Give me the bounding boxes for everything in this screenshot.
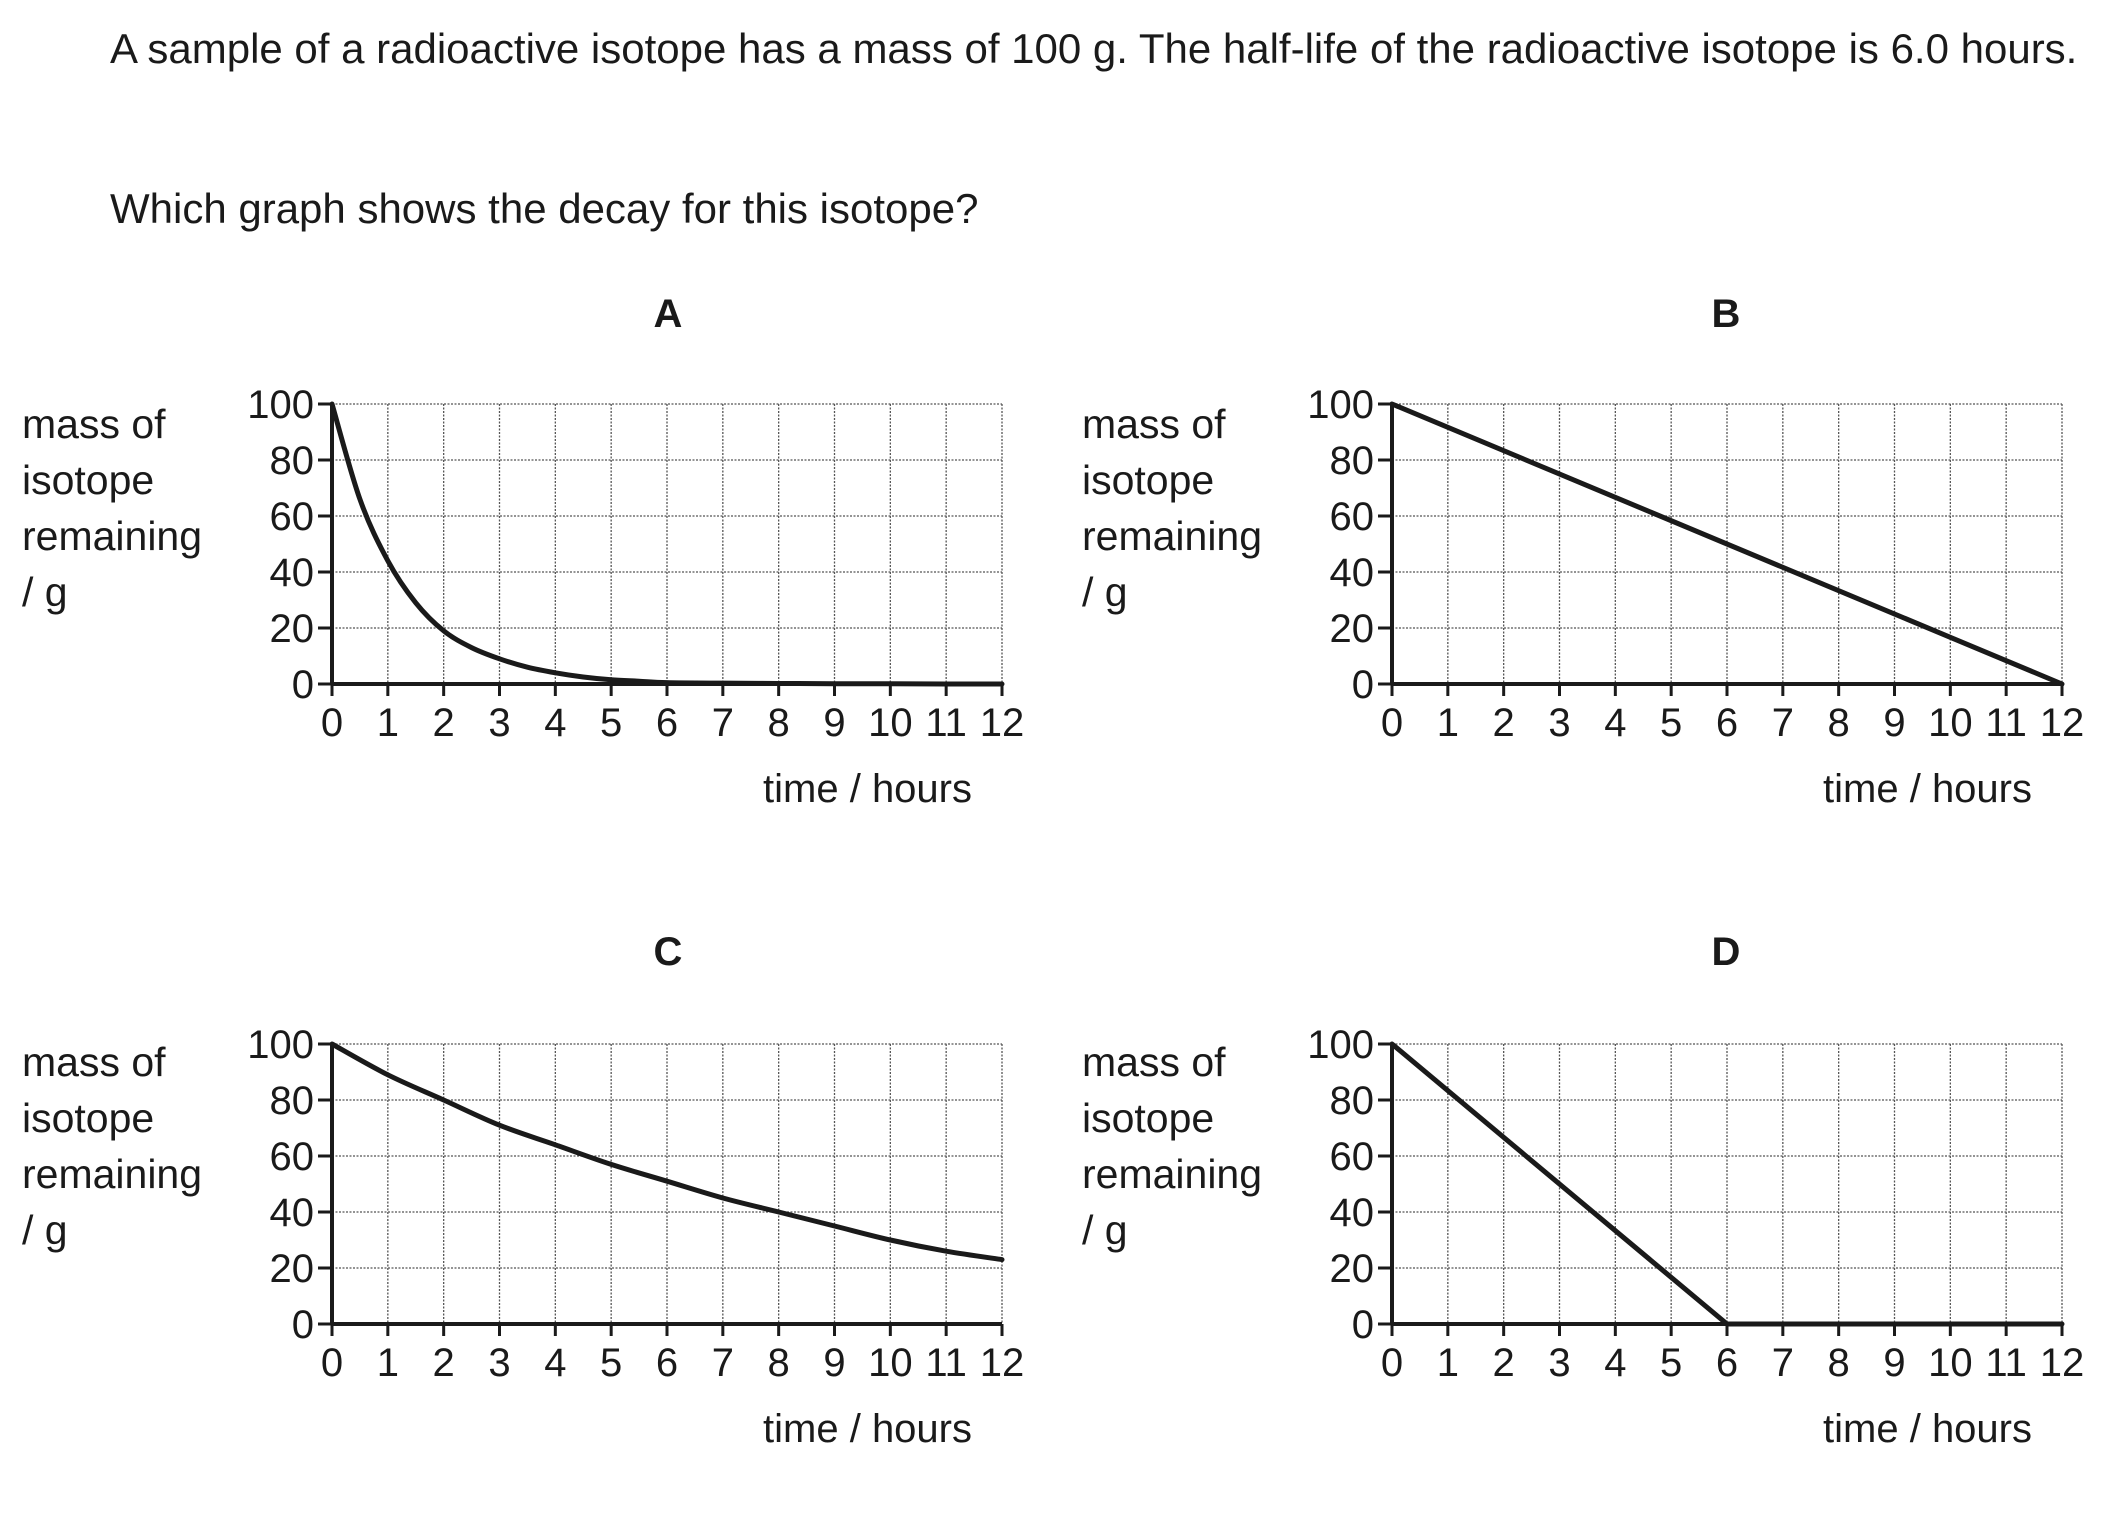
x-axis-label: time / hours bbox=[763, 1407, 972, 1451]
y-tick-label: 60 bbox=[270, 495, 315, 539]
y-tick-label: 80 bbox=[270, 439, 315, 483]
y-tick-label: 60 bbox=[270, 1135, 315, 1179]
y-tick-label: 80 bbox=[1330, 1079, 1375, 1123]
x-tick-label: 1 bbox=[377, 1341, 399, 1385]
option-letter-a: A bbox=[653, 292, 683, 336]
x-tick-label: 4 bbox=[544, 1341, 566, 1385]
x-axis-label: time / hours bbox=[1823, 767, 2032, 811]
x-tick-label: 5 bbox=[600, 701, 622, 745]
x-tick-label: 7 bbox=[1772, 1341, 1794, 1385]
x-tick-label: 11 bbox=[1985, 701, 2027, 745]
x-tick-label: 5 bbox=[600, 1341, 622, 1385]
question-prompt: Which graph shows the decay for this iso… bbox=[110, 185, 979, 232]
x-tick-label: 12 bbox=[2040, 701, 2085, 745]
x-tick-label: 3 bbox=[1548, 701, 1570, 745]
x-tick-label: 7 bbox=[712, 1341, 734, 1385]
x-tick-label: 8 bbox=[1828, 701, 1850, 745]
x-tick-label: 1 bbox=[1437, 701, 1459, 745]
y-tick-label: 0 bbox=[292, 1303, 314, 1347]
y-tick-label: 80 bbox=[1330, 439, 1375, 483]
x-tick-label: 8 bbox=[768, 1341, 790, 1385]
data-line bbox=[329, 1041, 1005, 1263]
x-tick-label: 3 bbox=[488, 701, 510, 745]
y-tick-label: 100 bbox=[247, 1023, 314, 1067]
question-text: A sample of a radioactive isotope has a … bbox=[110, 25, 2078, 72]
y-tick-label: 60 bbox=[1330, 495, 1375, 539]
x-tick-label: 0 bbox=[321, 701, 343, 745]
y-tick-label: 0 bbox=[1352, 663, 1374, 707]
x-tick-label: 6 bbox=[656, 1341, 678, 1385]
x-tick-label: 12 bbox=[980, 701, 1025, 745]
y-tick-label: 100 bbox=[1307, 1023, 1374, 1067]
x-tick-label: 1 bbox=[377, 701, 399, 745]
y-tick-label: 20 bbox=[270, 1247, 315, 1291]
data-line bbox=[329, 401, 1005, 687]
x-tick-label: 2 bbox=[433, 701, 455, 745]
x-tick-label: 6 bbox=[656, 701, 678, 745]
y-tick-label: 100 bbox=[247, 383, 314, 427]
x-tick-label: 5 bbox=[1660, 701, 1682, 745]
y-tick-label: 60 bbox=[1330, 1135, 1375, 1179]
option-letter-c: C bbox=[653, 930, 683, 974]
option-letter-d: D bbox=[1711, 930, 1741, 974]
x-tick-label: 1 bbox=[1437, 1341, 1459, 1385]
x-tick-label: 7 bbox=[1772, 701, 1794, 745]
y-axis-label-b: mass of isotope remaining / g bbox=[1082, 401, 1263, 615]
y-tick-label: 20 bbox=[270, 607, 315, 651]
x-tick-label: 9 bbox=[1883, 1341, 1905, 1385]
option-letter-b: B bbox=[1711, 292, 1741, 336]
y-axis-label-c: mass of isotope remaining / g bbox=[22, 1039, 203, 1253]
y-axis-label-d: mass of isotope remaining / g bbox=[1082, 1039, 1263, 1253]
y-tick-label: 40 bbox=[270, 551, 315, 595]
x-tick-label: 9 bbox=[1883, 701, 1905, 745]
x-tick-label: 11 bbox=[925, 1341, 967, 1385]
y-tick-label: 40 bbox=[1330, 1191, 1375, 1235]
y-tick-label: 0 bbox=[1352, 1303, 1374, 1347]
x-tick-label: 12 bbox=[980, 1341, 1025, 1385]
x-tick-label: 10 bbox=[868, 701, 913, 745]
x-tick-label: 0 bbox=[1381, 1341, 1403, 1385]
y-tick-label: 100 bbox=[1307, 383, 1374, 427]
x-tick-label: 2 bbox=[1493, 701, 1515, 745]
data-line bbox=[1389, 1041, 2065, 1327]
x-tick-label: 2 bbox=[1493, 1341, 1515, 1385]
x-tick-label: 8 bbox=[1828, 1341, 1850, 1385]
y-tick-label: 40 bbox=[1330, 551, 1375, 595]
x-tick-label: 10 bbox=[1928, 1341, 1973, 1385]
x-tick-label: 4 bbox=[1604, 701, 1626, 745]
x-tick-label: 11 bbox=[1985, 1341, 2027, 1385]
x-tick-label: 9 bbox=[823, 701, 845, 745]
y-tick-label: 20 bbox=[1330, 1247, 1375, 1291]
y-axis-label-a: mass of isotope remaining / g bbox=[22, 401, 203, 615]
x-tick-label: 10 bbox=[868, 1341, 913, 1385]
x-tick-label: 2 bbox=[433, 1341, 455, 1385]
x-tick-label: 11 bbox=[925, 701, 967, 745]
x-tick-label: 0 bbox=[321, 1341, 343, 1385]
x-tick-label: 3 bbox=[1548, 1341, 1570, 1385]
y-tick-label: 0 bbox=[292, 663, 314, 707]
y-tick-label: 40 bbox=[270, 1191, 315, 1235]
x-tick-label: 3 bbox=[488, 1341, 510, 1385]
x-tick-label: 5 bbox=[1660, 1341, 1682, 1385]
x-tick-label: 10 bbox=[1928, 701, 1973, 745]
x-tick-label: 6 bbox=[1716, 701, 1738, 745]
x-tick-label: 0 bbox=[1381, 701, 1403, 745]
x-axis-label: time / hours bbox=[763, 767, 972, 811]
x-tick-label: 4 bbox=[1604, 1341, 1626, 1385]
x-tick-label: 7 bbox=[712, 701, 734, 745]
y-tick-label: 80 bbox=[270, 1079, 315, 1123]
x-tick-label: 12 bbox=[2040, 1341, 2085, 1385]
x-tick-label: 9 bbox=[823, 1341, 845, 1385]
x-tick-label: 4 bbox=[544, 701, 566, 745]
x-tick-label: 8 bbox=[768, 701, 790, 745]
y-tick-label: 20 bbox=[1330, 607, 1375, 651]
data-line bbox=[1389, 401, 2065, 687]
x-axis-label: time / hours bbox=[1823, 1407, 2032, 1451]
x-tick-label: 6 bbox=[1716, 1341, 1738, 1385]
